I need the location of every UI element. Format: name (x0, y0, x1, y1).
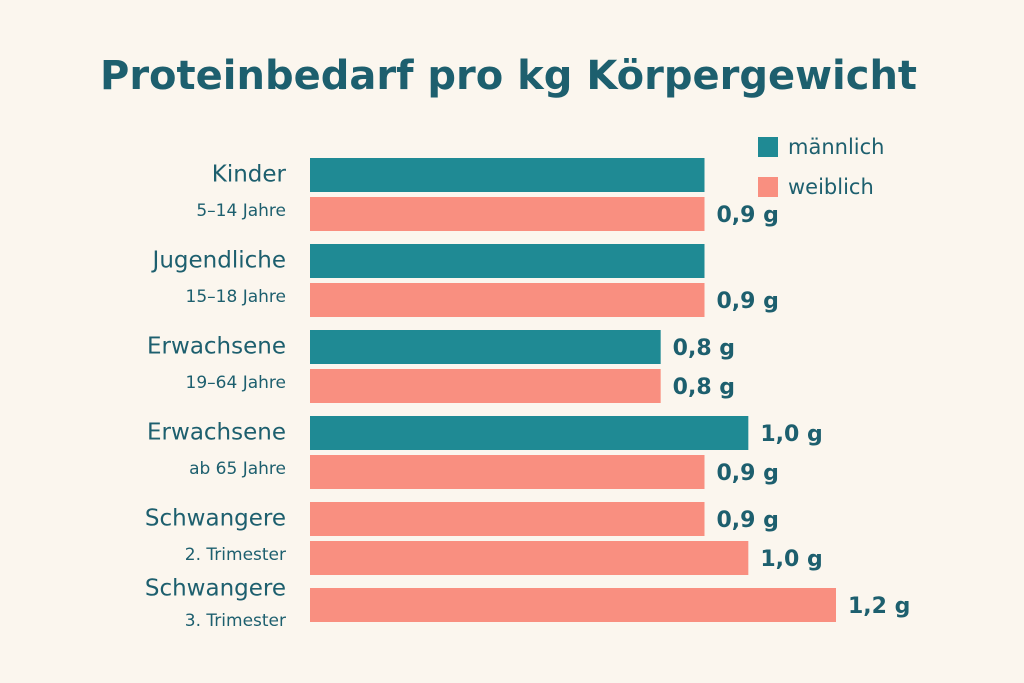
value-label: 0,8 g (673, 336, 735, 361)
bar (310, 197, 705, 231)
category-label: Erwachsene (147, 334, 286, 360)
value-label: 1,0 g (760, 547, 822, 572)
value-label: 0,8 g (673, 375, 735, 400)
subcategory-label: ab 65 Jahre (189, 459, 286, 479)
category-label: Kinder (212, 162, 287, 188)
legend-label: männlich (788, 135, 884, 159)
value-label: 0,9 g (717, 289, 779, 314)
bar (310, 502, 705, 536)
category-label: Erwachsene (147, 420, 286, 446)
subcategory-label: 2. Trimester (185, 545, 286, 565)
bar (310, 330, 661, 364)
chart-title: Proteinbedarf pro kg Körpergewicht (100, 53, 917, 99)
category-label: Schwangere (145, 576, 286, 602)
value-label: 1,0 g (760, 422, 822, 447)
subcategory-label: 5–14 Jahre (196, 201, 286, 221)
bar (310, 244, 705, 278)
category-label: Jugendliche (151, 248, 286, 274)
value-label: 0,9 g (717, 203, 779, 228)
legend-swatch (758, 177, 778, 197)
bar (310, 455, 705, 489)
legend-label: weiblich (788, 175, 874, 199)
bar (310, 158, 705, 192)
subcategory-label: 15–18 Jahre (186, 287, 286, 307)
bar (310, 541, 749, 575)
value-label: 0,9 g (717, 461, 779, 486)
legend-swatch (758, 137, 778, 157)
subcategory-label: 19–64 Jahre (186, 373, 286, 393)
value-label: 0,9 g (717, 508, 779, 533)
bar (310, 283, 705, 317)
category-label: Schwangere (145, 506, 286, 532)
subcategory-label: 3. Trimester (185, 611, 286, 631)
value-label: 1,2 g (848, 594, 910, 619)
bar (310, 588, 836, 622)
bar (310, 416, 749, 450)
bar (310, 369, 661, 403)
